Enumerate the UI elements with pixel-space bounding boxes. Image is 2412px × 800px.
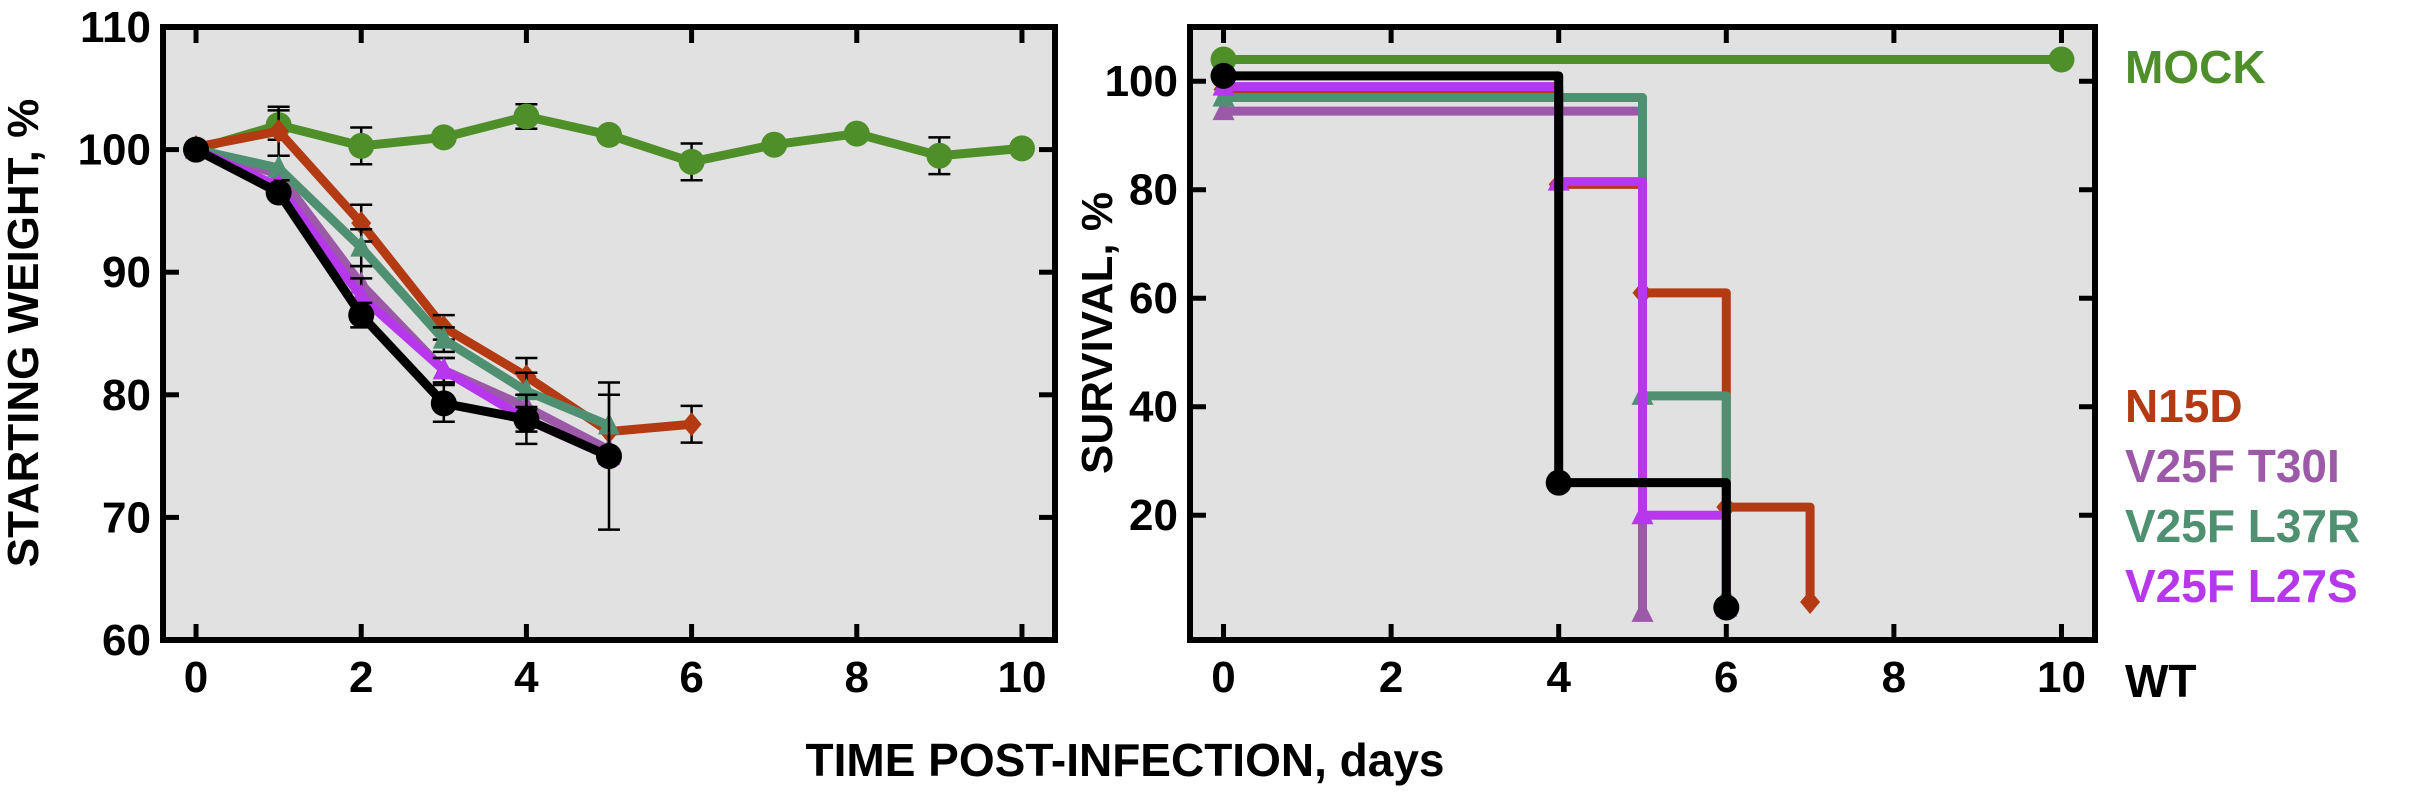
survival-point-v25f-t30i xyxy=(1631,599,1654,622)
survival-x-tick-label: 6 xyxy=(1714,653,1738,702)
survival-panel: 0 2 4 6 8 10 20 40 60 80 100 SURVIVAL, % xyxy=(1073,24,2098,702)
weight-point-v25f-l37r xyxy=(432,326,455,349)
weight-x-tick-label: 0 xyxy=(184,653,208,702)
survival-point-wt xyxy=(1713,594,1740,621)
weight-panel: 0 2 4 6 8 10 60 70 80 90 100 110 STARTING WEIGHT, % xyxy=(0,3,1058,702)
survival-y-tick-label: 60 xyxy=(1129,274,1178,323)
survival-point-wt xyxy=(1545,469,1572,496)
weight-series-wt xyxy=(183,136,622,531)
survival-x-tick-label: 10 xyxy=(2037,653,2086,702)
weight-point-n15d xyxy=(268,119,289,144)
survival-point-mock xyxy=(2048,46,2075,73)
survival-x-tick-label: 0 xyxy=(1211,653,1235,702)
survival-point-v25f-l27s xyxy=(1631,502,1654,525)
weight-point-mock xyxy=(678,148,705,175)
weight-line-wt xyxy=(193,145,611,461)
legend-v25f-l27s: V25F L27S xyxy=(2125,560,2358,612)
survival-series-wt xyxy=(1210,62,1740,621)
weight-point-wt xyxy=(596,443,622,470)
legend-v25f-t30i: V25F T30I xyxy=(2125,440,2340,492)
weight-point-wt xyxy=(183,136,210,163)
weight-point-v25f-l37r xyxy=(350,234,373,257)
weight-x-tick-label: 10 xyxy=(997,653,1046,702)
weight-y-tick-label: 60 xyxy=(102,616,151,665)
weight-x-tick-label: 4 xyxy=(514,653,539,702)
weight-point-v25f-l37r xyxy=(267,154,290,177)
survival-x-tick-label: 4 xyxy=(1546,653,1571,702)
weight-point-n15d xyxy=(681,412,702,437)
survival-y-axis-label: SURVIVAL, % xyxy=(1073,192,1122,474)
weight-point-wt xyxy=(430,390,457,417)
weight-point-v25f-l27s xyxy=(432,357,455,380)
weight-point-mock xyxy=(926,142,953,169)
weight-line-v25f-t30i xyxy=(194,145,612,454)
legend-mock: MOCK xyxy=(2125,41,2266,93)
weight-x-tick-label: 2 xyxy=(349,653,373,702)
survival-y-tick-label: 100 xyxy=(1105,57,1178,106)
legend-wt: WT xyxy=(2125,655,2197,707)
survival-y-tick-label: 40 xyxy=(1129,383,1178,432)
weight-point-mock xyxy=(596,121,622,148)
weight-point-mock xyxy=(348,132,375,159)
survival-y-tick-label: 80 xyxy=(1129,166,1178,215)
weight-point-wt xyxy=(348,302,375,329)
weight-point-wt xyxy=(265,179,292,206)
survival-x-tick-label: 2 xyxy=(1379,653,1403,702)
weight-line-v25f-l37r xyxy=(195,145,611,430)
legend-v25f-l37r: V25F L37R xyxy=(2125,500,2360,552)
weight-frame xyxy=(160,24,1058,643)
weight-point-mock xyxy=(1008,135,1035,162)
survival-point-n15d xyxy=(1800,590,1821,615)
weight-y-tick-label: 100 xyxy=(78,126,151,175)
survival-point-v25f-t30i xyxy=(1212,98,1235,121)
weight-point-wt xyxy=(513,406,540,433)
weight-point-mock xyxy=(761,131,788,158)
weight-y-tick-label: 110 xyxy=(80,3,151,52)
weight-point-mock xyxy=(513,103,540,130)
weight-plot-area xyxy=(163,27,1055,640)
weight-y-tick-label: 90 xyxy=(102,248,151,297)
weight-y-tick-label: 70 xyxy=(102,493,151,542)
weight-point-mock xyxy=(843,120,870,147)
survival-frame xyxy=(1187,24,2098,643)
legend: MOCK N15D V25F T30I V25F L37R V25F L27S WT xyxy=(2125,41,2360,707)
weight-point-mock xyxy=(430,124,457,151)
survival-point-wt xyxy=(1210,62,1237,89)
weight-y-axis-label: STARTING WEIGHT, % xyxy=(0,99,48,568)
survival-x-tick-label: 8 xyxy=(1882,653,1906,702)
x-axis-label: TIME POST-INFECTION, days xyxy=(806,734,1445,786)
survival-y-tick-label: 20 xyxy=(1129,491,1178,540)
weight-x-tick-label: 8 xyxy=(845,653,869,702)
weight-y-tick-label: 80 xyxy=(102,371,151,420)
legend-n15d: N15D xyxy=(2125,380,2243,432)
weight-x-tick-label: 6 xyxy=(679,653,703,702)
